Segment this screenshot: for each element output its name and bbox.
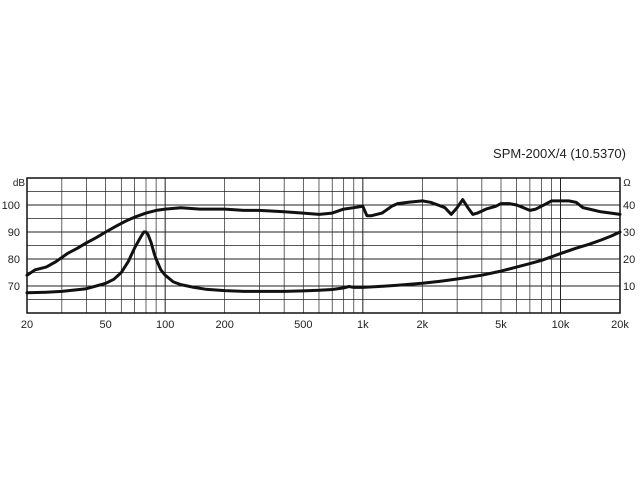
frequency-response-curve: [25, 198, 622, 277]
x-tick-label: 50: [100, 319, 112, 331]
right-tick-label: 30: [623, 227, 635, 239]
tick-labels: 20 50 100 200 500 1k 2k 5k 10k 20k 70 80 90 100 10 20 30…: [2, 200, 636, 331]
plot-frame: [26, 177, 621, 314]
right-tick-label: 20: [623, 254, 635, 266]
impedance-curve: [25, 230, 622, 295]
x-tick-label: 2k: [417, 319, 429, 331]
x-tick-label: 200: [215, 319, 233, 331]
x-tick-label: 500: [294, 319, 312, 331]
left-tick-label: 80: [8, 254, 20, 266]
x-tick-label: 20: [21, 319, 33, 331]
x-tick-label: 5k: [495, 319, 507, 331]
x-tick-label: 100: [156, 319, 174, 331]
grid: [26, 178, 621, 313]
right-tick-label: 10: [623, 281, 635, 293]
left-axis-unit: dB: [13, 178, 26, 189]
right-tick-label: 40: [623, 200, 635, 212]
curves: [25, 198, 622, 295]
chart-title: SPM-200X/4 (10.5370): [493, 146, 626, 161]
x-tick-label: 10k: [552, 319, 570, 331]
left-tick-label: 90: [8, 227, 20, 239]
x-tick-label: 20k: [611, 319, 629, 331]
left-tick-label: 100: [2, 200, 20, 212]
left-tick-label: 70: [8, 281, 20, 293]
x-tick-label: 1k: [357, 319, 369, 331]
right-axis-unit: Ω: [623, 178, 631, 189]
